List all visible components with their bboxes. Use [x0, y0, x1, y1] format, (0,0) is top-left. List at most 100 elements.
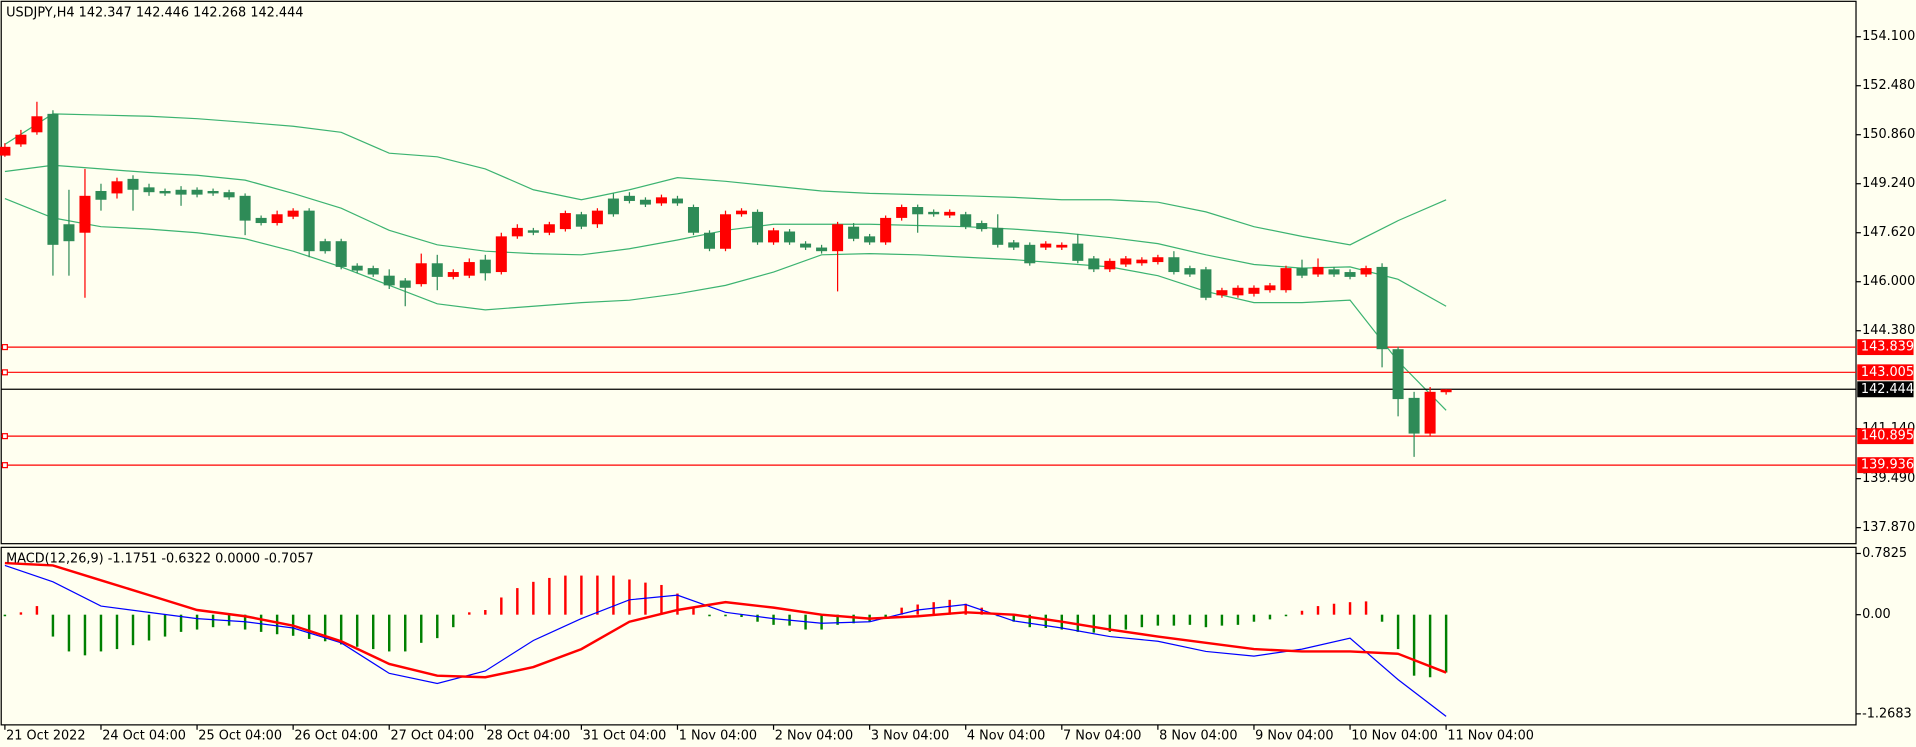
candle-body — [431, 263, 443, 277]
level-label-bg — [1857, 457, 1914, 474]
candle-body — [1408, 397, 1420, 434]
x-tick-label: 31 Oct 04:00 — [583, 728, 667, 743]
candle-body — [111, 181, 123, 194]
candle-body — [271, 214, 283, 224]
candle-body — [671, 198, 683, 204]
candle-body — [816, 247, 828, 252]
indicator-value: -1.1751 — [108, 551, 158, 566]
candle-body — [1328, 269, 1340, 275]
candle-body — [367, 268, 379, 275]
candle-body — [1104, 260, 1116, 270]
y-tick-label: 146.000 — [1862, 274, 1915, 289]
candle-body — [1392, 349, 1404, 400]
candle-body — [880, 217, 892, 243]
x-tick-label: 8 Nov 04:00 — [1159, 728, 1237, 743]
y-tick-label: 154.100 — [1862, 29, 1915, 44]
level-label: 143.005 — [1861, 365, 1914, 380]
candle-body — [1200, 269, 1212, 298]
candle-body — [223, 192, 235, 198]
candle-body — [848, 226, 860, 239]
candle-body — [1296, 268, 1308, 276]
x-tick-label: 9 Nov 04:00 — [1255, 728, 1333, 743]
candle-body — [191, 189, 203, 195]
candle-body — [1120, 258, 1132, 265]
y-tick-label: 152.480 — [1862, 78, 1915, 93]
signal-line — [4, 561, 1447, 679]
candle-body — [1168, 257, 1180, 273]
candle-body — [527, 230, 539, 233]
candle-body — [479, 259, 491, 274]
level-label: 142.444 — [1861, 382, 1914, 397]
candle-body — [655, 197, 667, 204]
candle-body — [896, 207, 908, 218]
candle-body — [287, 210, 299, 217]
main-layer — [0, 101, 1857, 469]
candle-body — [1072, 243, 1084, 261]
candle-body — [559, 213, 571, 230]
candle-body — [1312, 266, 1324, 275]
axis-layer: 154.100 152.480 150.860 149.240 147.620 146.0… — [4, 29, 1915, 743]
candle-body — [239, 195, 251, 221]
candle-body — [1088, 258, 1100, 270]
header-open: 142.347 — [79, 5, 132, 20]
y-tick-label: 139.490 — [1862, 471, 1915, 486]
candle-body — [399, 280, 411, 288]
x-tick-label: 27 Oct 04:00 — [390, 728, 474, 743]
x-tick-label: 21 Oct 2022 — [6, 728, 85, 743]
candle-body — [1040, 243, 1052, 248]
candle-body — [784, 231, 796, 243]
candle-body — [95, 190, 107, 200]
candle-body — [832, 224, 844, 252]
x-tick-label: 11 Nov 04:00 — [1447, 728, 1534, 743]
candle-body — [143, 187, 155, 193]
level-handle — [1, 433, 8, 440]
candle-body — [0, 146, 11, 156]
candle-body — [511, 227, 523, 237]
candle-body — [383, 275, 395, 286]
candle-body — [928, 211, 940, 215]
level-label: 143.839 — [1861, 340, 1914, 355]
candle-body — [335, 241, 347, 267]
candle-body — [864, 236, 876, 243]
candle-body — [495, 236, 507, 273]
candle-body — [687, 207, 699, 233]
y-tick-label: 150.860 — [1862, 127, 1915, 142]
level-handle — [1, 344, 8, 351]
x-tick-label: 10 Nov 04:00 — [1351, 728, 1438, 743]
indicator-value: -0.7057 — [264, 551, 314, 566]
candle-body — [944, 211, 956, 216]
candle-body — [463, 262, 475, 276]
candle-body — [768, 230, 780, 243]
x-tick-label: 3 Nov 04:00 — [871, 728, 949, 743]
symbol: USDJPY,H4 — [6, 5, 74, 20]
candle-body — [1232, 287, 1244, 296]
y-tick-label: 0.7825 — [1862, 546, 1907, 561]
y-tick-label: 137.870 — [1862, 520, 1915, 535]
candle-body — [992, 227, 1004, 245]
indicator-value: -0.6322 — [161, 551, 211, 566]
candle-body — [351, 265, 363, 271]
candle-body — [719, 214, 732, 249]
y-tick-label: -1.2683 — [1862, 706, 1912, 721]
candle-body — [1248, 287, 1260, 294]
y-tick-label: 0.00 — [1862, 607, 1891, 622]
x-tick-label: 25 Oct 04:00 — [198, 728, 282, 743]
candle-body — [607, 198, 619, 215]
candle-body — [15, 134, 27, 145]
level-handle — [1, 462, 8, 469]
candle-body — [1280, 268, 1292, 291]
candle-body — [543, 224, 555, 233]
candle-body — [960, 214, 972, 227]
candle-body — [800, 243, 812, 248]
candle-body — [736, 210, 748, 215]
x-tick-label: 7 Nov 04:00 — [1063, 728, 1141, 743]
candle-body — [1152, 257, 1164, 263]
candle-body — [255, 217, 267, 224]
candle-body — [1008, 242, 1020, 248]
candle-body — [1376, 266, 1388, 350]
level-label-bg — [1857, 339, 1914, 356]
candle-body — [175, 189, 187, 195]
indicator-pane — [0, 546, 1857, 726]
